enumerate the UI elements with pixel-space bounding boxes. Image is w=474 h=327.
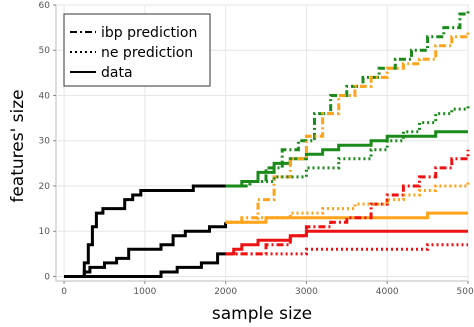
series-line-solid	[64, 252, 226, 278]
legend-box	[63, 13, 211, 87]
x-tick-label: 3000	[295, 287, 318, 297]
series-line-solid	[64, 184, 226, 278]
y-tick-label: 0	[44, 272, 50, 282]
y-tick-label: 50	[39, 46, 51, 56]
series-line-solid	[225, 229, 468, 256]
y-tick-label: 10	[39, 227, 51, 237]
series-line-dashdot	[225, 149, 470, 256]
series-line-solid	[225, 130, 468, 188]
legend-label: ne prediction	[101, 45, 193, 61]
series-layer	[64, 9, 470, 278]
x-tick-label: 1000	[133, 287, 156, 297]
x-axis-label: sample size	[212, 304, 312, 324]
y-tick-label: 20	[39, 182, 51, 192]
y-axis: 0 10 20 30 40 50 60	[39, 1, 56, 282]
x-tick-label: 4000	[376, 287, 399, 297]
x-tick-label: 0	[61, 287, 67, 297]
y-tick-label: 30	[39, 137, 51, 147]
legend-label: data	[101, 65, 133, 81]
series-line-dotted	[225, 181, 470, 224]
legend-label: ibp prediction	[101, 25, 197, 41]
y-axis-label: features' size	[8, 89, 28, 202]
y-tick-label: 40	[39, 91, 51, 101]
x-tick-label: 2000	[214, 287, 237, 297]
series-line-solid	[64, 222, 228, 278]
series-line-dotted	[225, 104, 470, 188]
legend: ibp prediction ne prediction data	[63, 13, 211, 87]
series-line-dotted	[225, 243, 468, 256]
series-line-dashdot	[225, 32, 470, 224]
series-line-solid	[225, 211, 468, 224]
y-tick-label: 60	[39, 1, 51, 11]
